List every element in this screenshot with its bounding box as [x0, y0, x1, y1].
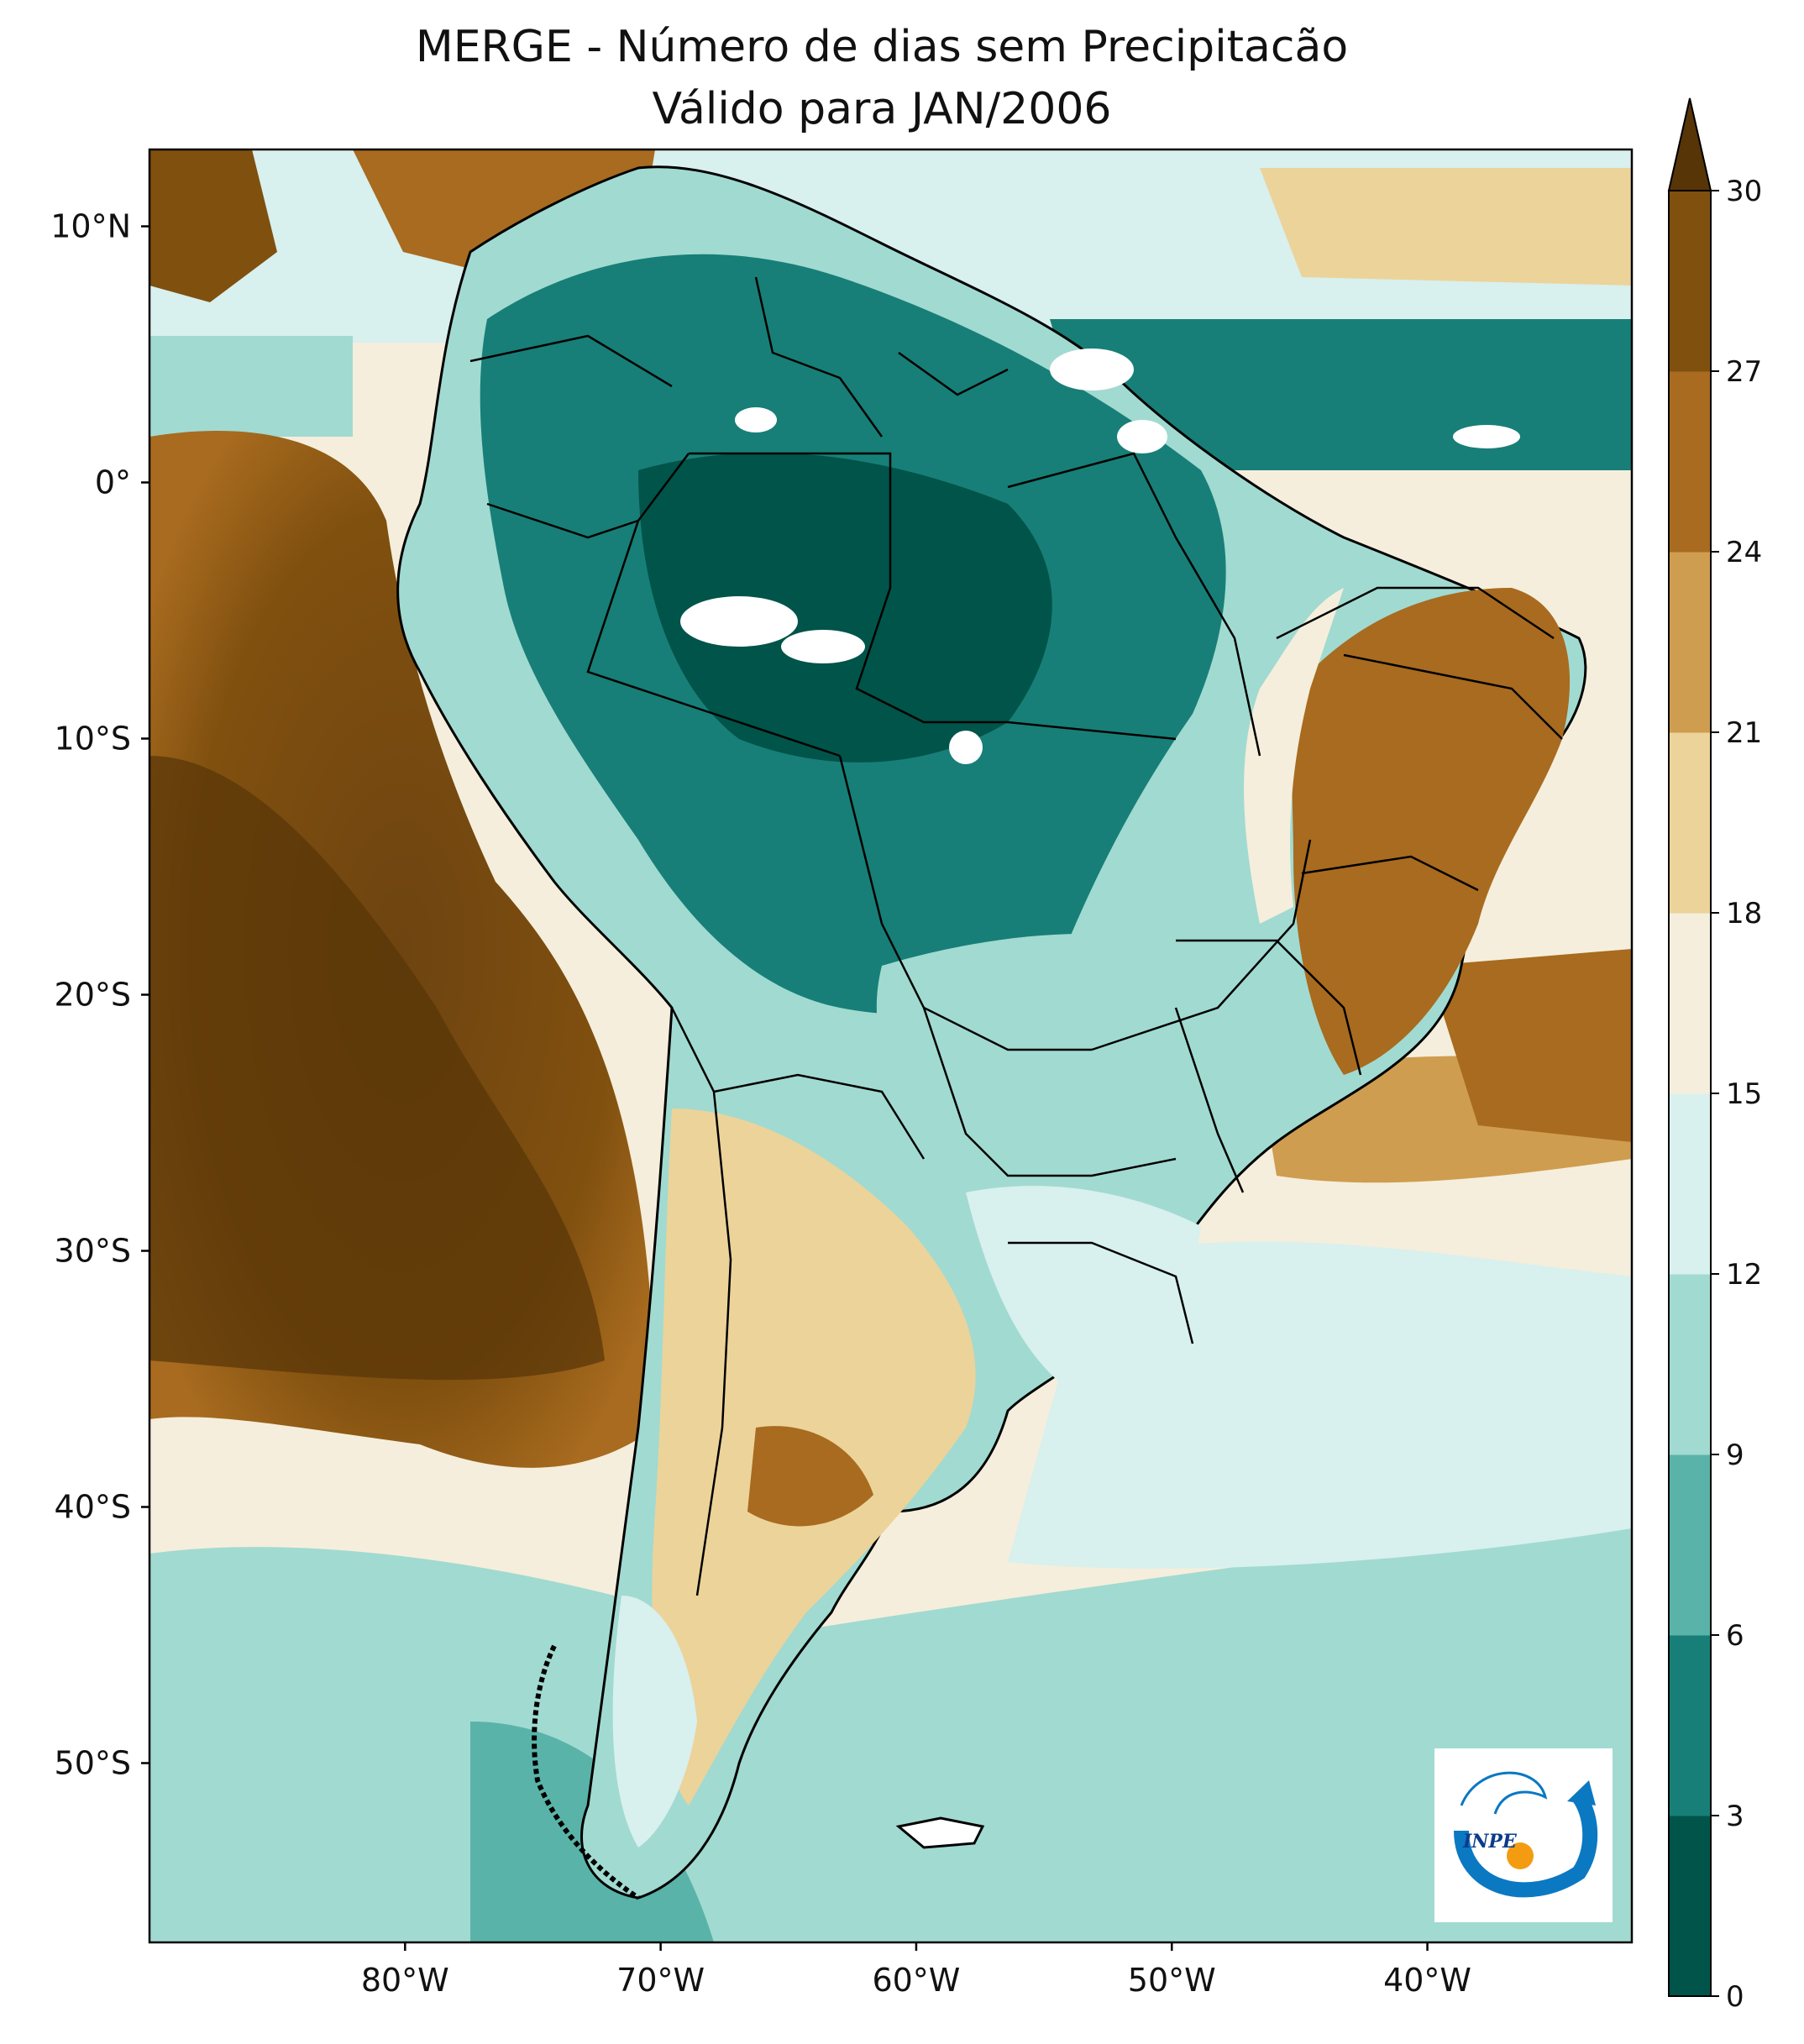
lat-tick-label: 20°S: [55, 977, 131, 1014]
patagonia-light: [612, 1596, 697, 1847]
lat-tick-label: 40°S: [55, 1489, 131, 1526]
inpe-logo: INPE: [1434, 1748, 1613, 1922]
falkland-islands: [895, 1816, 985, 1849]
border-line: [670, 1007, 732, 1596]
nodata-patch: [1117, 420, 1167, 453]
colorbar-tick-label: 0: [1726, 1980, 1744, 2014]
nodata-patch: [1050, 349, 1134, 390]
lon-tick-label: 60°W: [872, 1962, 960, 1999]
colorbar-segment: [1669, 732, 1711, 914]
colorbar-segment: [1669, 913, 1711, 1094]
colorbar-tick-label: 6: [1726, 1619, 1744, 1653]
colorbar-tick-label: 3: [1726, 1800, 1744, 1833]
longitude-axis: 80°W 70°W 60°W 50°W 40°W: [361, 1942, 1471, 1999]
logo-swoosh: [1454, 1792, 1598, 1898]
nodata-patch: [680, 596, 798, 647]
northeast-light-border: [1244, 588, 1344, 924]
colorbar-segment: [1669, 1274, 1711, 1455]
border-line: [689, 452, 1177, 741]
border-line: [1176, 939, 1362, 1076]
border-line: [1174, 1007, 1245, 1193]
colorbar-segment: [1669, 1093, 1711, 1275]
border-line: [754, 276, 884, 438]
colorbar-tick-label: 21: [1726, 716, 1762, 750]
atlantic-east-brown: [1428, 949, 1632, 1142]
colorbar-tick-label: 18: [1726, 897, 1762, 930]
border-line: [922, 1007, 1177, 1177]
lon-tick-label: 80°W: [361, 1962, 449, 1999]
caribbean-dry-west: [149, 149, 277, 302]
border-line: [469, 334, 673, 388]
border-line: [713, 1073, 926, 1160]
colorbar-tick-label: 9: [1726, 1439, 1744, 1472]
colorbar-segment: [1669, 1816, 1711, 1997]
lon-tick-label: 50°W: [1128, 1962, 1216, 1999]
nodata-patch: [781, 630, 865, 663]
colorbar-segment: [1669, 371, 1711, 553]
colorbar-extend-arrow: [1667, 97, 1712, 191]
colorbar-segment: [1669, 1454, 1711, 1636]
border-line: [1091, 839, 1312, 1051]
colorbar-tick-label: 27: [1726, 355, 1762, 389]
lat-tick-label: 10°N: [50, 208, 131, 245]
latitude-axis: 10°N 0° 10°S 20°S 30°S 40°S 50°S: [50, 208, 149, 1782]
lon-tick-label: 70°W: [616, 1962, 705, 1999]
border-line: [1008, 1241, 1194, 1344]
lat-tick-label: 10°S: [55, 721, 131, 757]
border-line: [1343, 653, 1563, 740]
lat-tick-label: 50°S: [55, 1745, 131, 1782]
northeast-dry-region: [1292, 588, 1571, 1075]
border-line: [586, 453, 841, 757]
amazon-dark-core: [638, 453, 1052, 763]
border-line: [898, 351, 1009, 396]
logo-arrow-head: [1567, 1780, 1596, 1806]
border-line: [486, 502, 639, 539]
chile-fjords: [532, 1644, 640, 1900]
map-title-line2: Válido para JAN/2006: [652, 84, 1112, 134]
colorbar: 0 3 6 9 12 15 18 21 24 27 30: [1667, 97, 1762, 2014]
colorbar-segment: [1669, 1635, 1711, 1816]
border-line: [1276, 586, 1555, 640]
logo-text: INPE: [1462, 1831, 1518, 1853]
colorbar-tick-label: 15: [1726, 1077, 1762, 1111]
south-atlantic-light: [1008, 1241, 1632, 1569]
lat-tick-label: 0°: [95, 464, 131, 501]
political-borders: [469, 276, 1563, 1596]
nodata-patch: [1453, 425, 1520, 448]
nodata-patch: [735, 407, 777, 432]
colorbar-segment: [1669, 552, 1711, 733]
pacific-dark-core: [149, 756, 605, 1381]
colorbar-segment: [1669, 191, 1711, 372]
colorbar-tick-label: 12: [1726, 1258, 1762, 1292]
south-america-land: [396, 165, 1587, 1900]
atlantic-north-dry: [1260, 168, 1632, 286]
atlantic-band-2: [149, 336, 353, 437]
lon-tick-label: 40°W: [1383, 1962, 1471, 1999]
south-brazil-light: [966, 1186, 1201, 1394]
nodata-patch: [949, 731, 983, 764]
border-line: [1007, 452, 1261, 757]
logo-sun: [1507, 1842, 1534, 1869]
map-title-line1: MERGE - Número de dias sem Precipitacão: [415, 22, 1349, 72]
colorbar-tick-label: 24: [1726, 536, 1762, 569]
map-panel: [149, 149, 1632, 1942]
colorbar-tick-label: 30: [1726, 175, 1762, 208]
pampa-dark-patch: [747, 1426, 873, 1527]
map-frame: [148, 148, 1634, 1944]
border-line: [1301, 855, 1479, 892]
logo-orbit: [1460, 1771, 1548, 1815]
lat-tick-label: 30°S: [55, 1233, 131, 1270]
